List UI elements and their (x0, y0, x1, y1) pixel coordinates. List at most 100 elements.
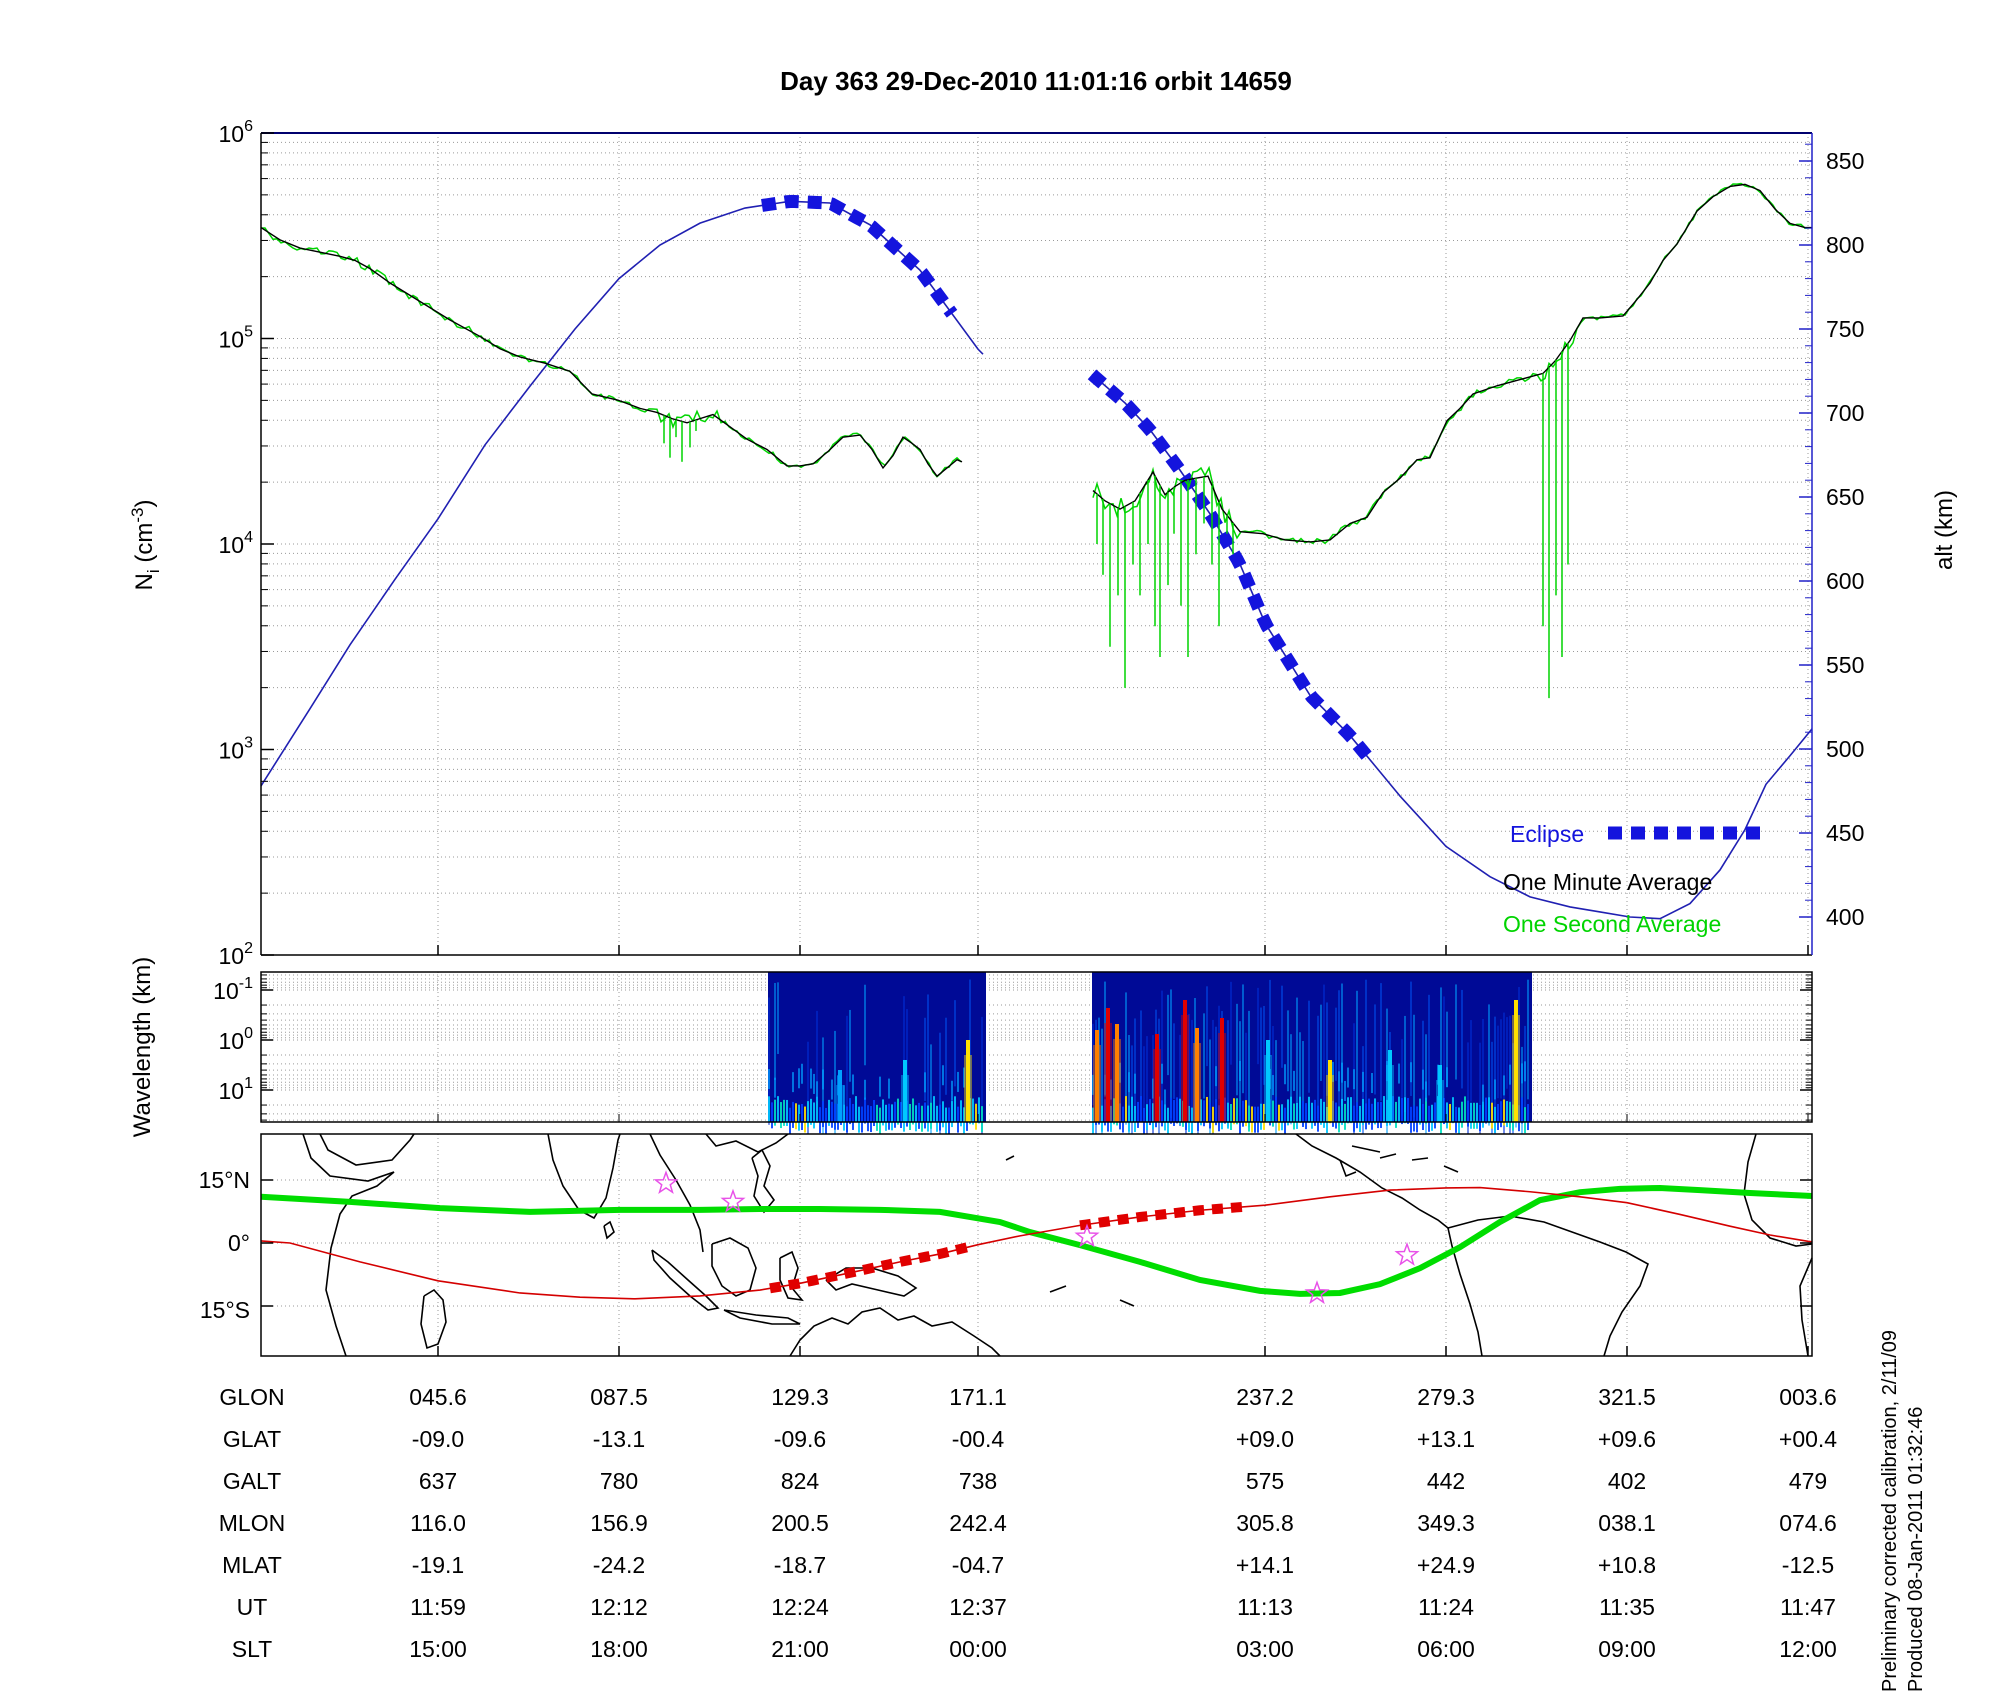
table-cell: -24.2 (593, 1552, 645, 1578)
coastline (547, 1133, 621, 1220)
table-cell: 116.0 (410, 1510, 466, 1536)
table-cell: +24.9 (1417, 1552, 1475, 1578)
alt-tick-label: 650 (1826, 484, 1864, 510)
coastline (420, 1288, 447, 1350)
table-cell: 11:59 (410, 1594, 466, 1620)
table-cell: +10.8 (1598, 1552, 1656, 1578)
eclipse-ground-track (769, 1240, 976, 1294)
alt-tick-label: 400 (1826, 904, 1864, 930)
one-second-average-curve (1092, 182, 1810, 545)
alt-tick-label: 750 (1826, 316, 1864, 342)
table-cell: 12:37 (949, 1594, 1007, 1620)
map-lat-label-0: 0° (228, 1230, 250, 1256)
page-title: Day 363 29-Dec-2010 11:01:16 orbit 14659 (780, 66, 1292, 96)
table-row-label: GLAT (223, 1426, 281, 1452)
eclipse-dashes (1087, 369, 1373, 761)
table-cell: 003.6 (1779, 1384, 1837, 1410)
legend-second-label: One Second Average (1503, 911, 1721, 937)
table-cell: 18:00 (590, 1636, 648, 1662)
table-row-label: MLAT (222, 1552, 282, 1578)
table-row-label: MLON (219, 1510, 285, 1536)
station-star-marker (653, 1170, 679, 1195)
coastline (1743, 1133, 1813, 1247)
table-cell: -18.7 (774, 1552, 826, 1578)
coastline (825, 1267, 918, 1297)
table-cell: +00.4 (1779, 1426, 1837, 1452)
table-cell: 038.1 (1598, 1510, 1656, 1536)
coastline (603, 1220, 615, 1240)
coastline (723, 1309, 801, 1325)
table-cell: 242.4 (949, 1510, 1007, 1536)
table-cell: 11:13 (1237, 1594, 1293, 1620)
table-cell: 12:12 (590, 1594, 648, 1620)
magnetic-equator-line (260, 1184, 1813, 1297)
axis-tick-label: 10-1 (213, 975, 253, 1004)
axis-tick-label: 103 (219, 735, 254, 764)
coastline (1119, 1299, 1135, 1307)
coastline (1443, 1165, 1459, 1173)
table-cell: -04.7 (952, 1552, 1004, 1578)
table-cell: 00:00 (949, 1636, 1007, 1662)
one-minute-average-curve (260, 226, 963, 478)
table-cell: 442 (1427, 1468, 1465, 1494)
coastline (1799, 1257, 1813, 1357)
station-star-marker (1304, 1280, 1330, 1305)
station-star-marker (720, 1188, 746, 1213)
table-cell: 780 (600, 1468, 638, 1494)
alt-tick-label: 850 (1826, 148, 1864, 174)
coastline (1295, 1133, 1449, 1229)
coastline (651, 1249, 720, 1311)
alt-tick-label: 500 (1826, 736, 1864, 762)
table-cell: 575 (1246, 1468, 1284, 1494)
table-cell: 479 (1789, 1468, 1827, 1494)
table-cell: 087.5 (590, 1384, 648, 1410)
alt-tick-label: 700 (1826, 400, 1864, 426)
table-cell: 12:24 (771, 1594, 829, 1620)
table-cell: 200.5 (771, 1510, 829, 1536)
table-cell: -09.6 (774, 1426, 826, 1452)
table-cell: 03:00 (1236, 1636, 1294, 1662)
coastline (1411, 1157, 1429, 1161)
table-cell: 305.8 (1236, 1510, 1294, 1536)
one-minute-average-curve (1092, 183, 1812, 543)
table-cell: +09.0 (1236, 1426, 1294, 1452)
table-cell: 129.3 (771, 1384, 829, 1410)
table-cell: +13.1 (1417, 1426, 1475, 1452)
table-cell: 12:00 (1779, 1636, 1837, 1662)
table-cell: 738 (959, 1468, 997, 1494)
table-cell: 11:24 (1418, 1594, 1474, 1620)
axis-tick-label: 101 (219, 1075, 254, 1104)
table-cell: 637 (419, 1468, 457, 1494)
alt-axis-title: alt (km) (1931, 490, 1958, 570)
wavelength-axis-title: Wavelength (km) (129, 957, 156, 1138)
table-cell: 15:00 (409, 1636, 467, 1662)
table-cell: -19.1 (412, 1552, 464, 1578)
map-lat-label-15n: 15°N (199, 1167, 250, 1193)
table-cell: 171.1 (949, 1384, 1007, 1410)
density-altitude-panel (260, 182, 1813, 920)
eclipse-ground-track (1079, 1201, 1249, 1231)
table-cell: 402 (1608, 1468, 1646, 1494)
coastline (1351, 1145, 1381, 1153)
table-cell: 045.6 (409, 1384, 467, 1410)
table-cell: 156.9 (590, 1510, 648, 1536)
table-row-label: UT (237, 1594, 268, 1620)
alt-tick-label: 800 (1826, 232, 1864, 258)
footer-produced-note: Produced 08-Jan-2011 01:32:46 (1905, 1407, 1927, 1692)
coastline (1447, 1227, 1483, 1357)
table-cell: 074.6 (1779, 1510, 1837, 1536)
table-cell: 237.2 (1236, 1384, 1294, 1410)
table-cell: 11:47 (1780, 1594, 1836, 1620)
coastline (705, 1133, 789, 1153)
legend-minute-label: One Minute Average (1503, 869, 1712, 895)
alt-tick-label: 550 (1826, 652, 1864, 678)
coastline (1049, 1285, 1067, 1293)
footer-calibration-note: Preliminary corrected calibration, 2/11/… (1879, 1330, 1901, 1692)
coastline (789, 1307, 1001, 1357)
alt-tick-label: 450 (1826, 820, 1864, 846)
axis-tick-label: 106 (219, 118, 254, 147)
table-row-label: GALT (223, 1468, 281, 1494)
coastline (751, 1148, 776, 1214)
coastline (649, 1133, 704, 1253)
